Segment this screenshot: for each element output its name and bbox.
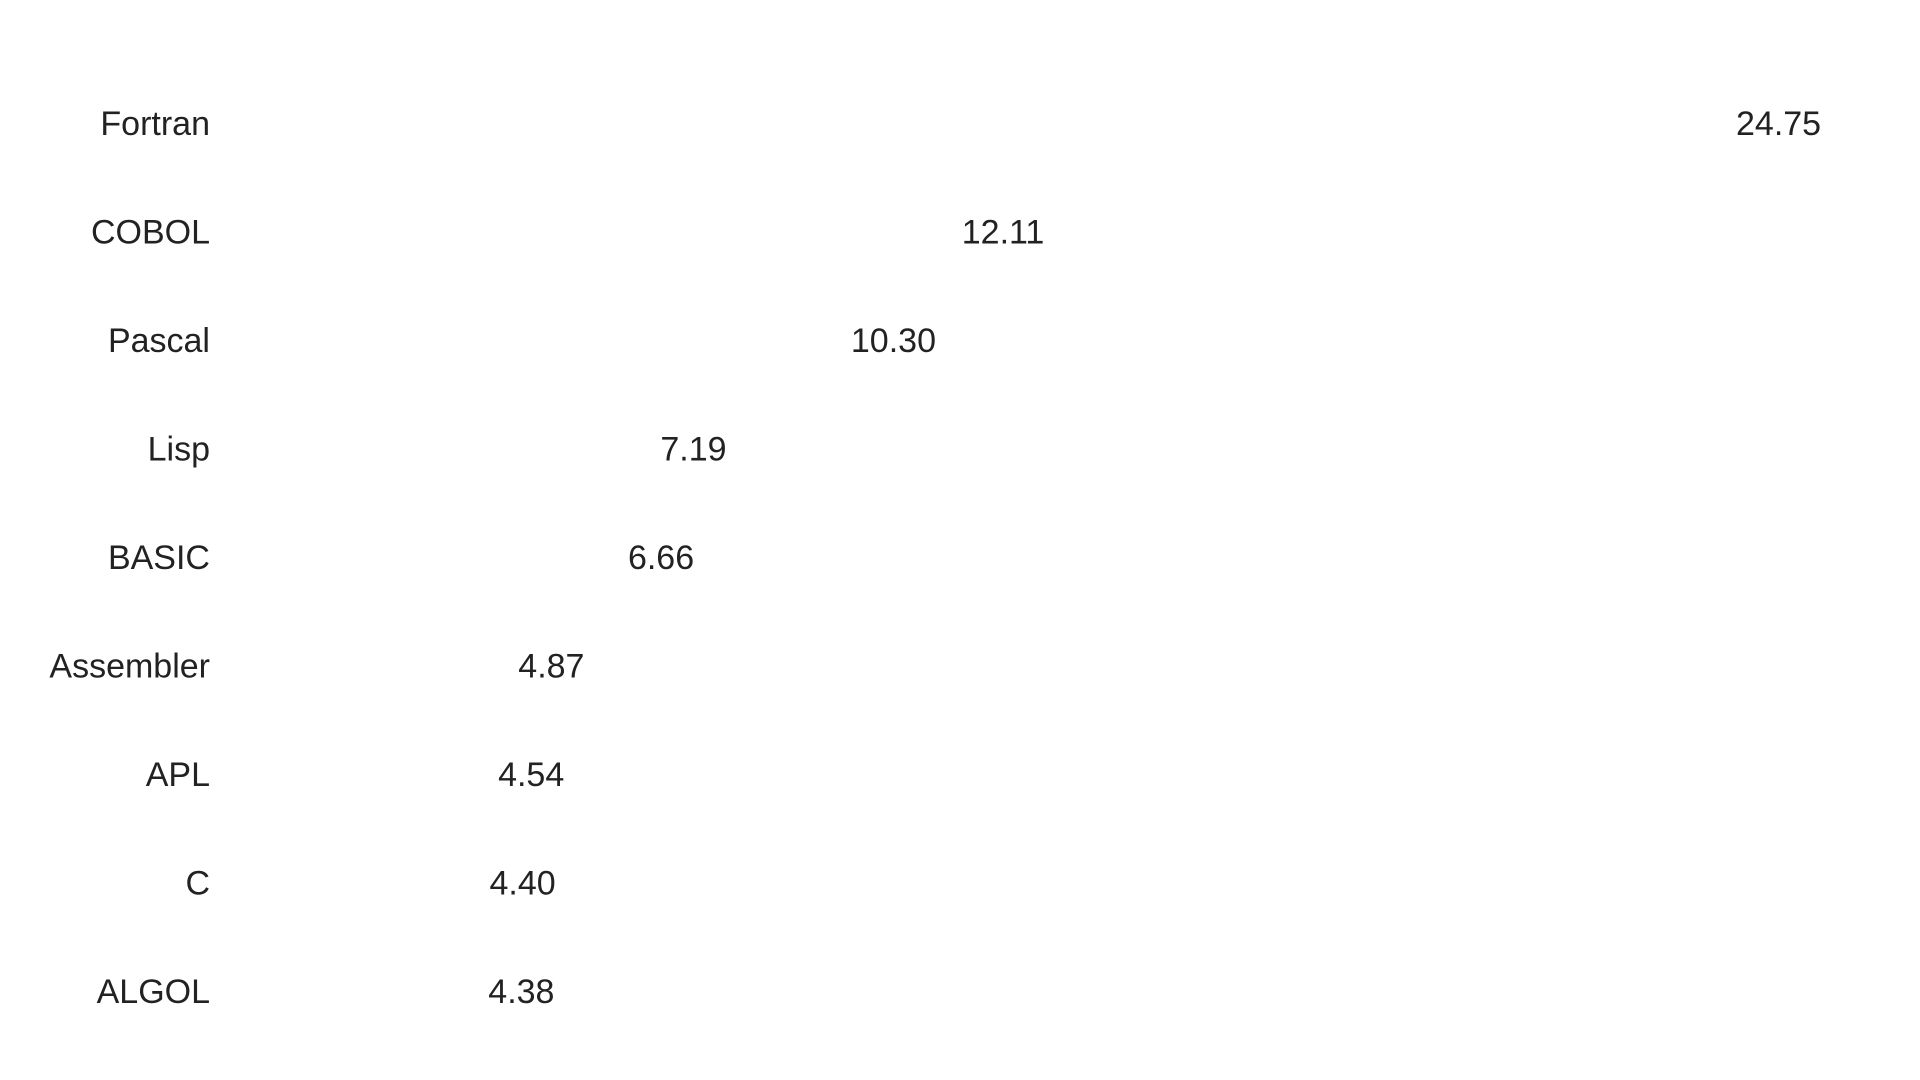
category-label: APL [146,756,210,794]
bar-c [212,850,482,921]
value-label: 7.19 [660,430,726,468]
category-label: BASIC [108,539,210,577]
value-label: 4.40 [490,864,556,902]
category-label: Lisp [148,430,210,468]
category-label: C [185,864,210,902]
bar-lisp [212,416,653,487]
category-label: ALGOL [97,973,210,1011]
value-label: 10.30 [851,322,936,360]
value-label: 4.87 [518,647,584,685]
bar-fortran [212,91,1728,161]
value-label: 12.11 [962,213,1045,251]
value-label: 4.54 [498,756,564,794]
bar-algol [212,959,481,1029]
bar-pascal [212,308,843,378]
category-label: COBOL [91,213,210,251]
bar-apl [212,742,491,812]
value-label: 6.66 [628,539,694,577]
category-label: Assembler [49,647,210,685]
labels-layer: Fortran 24.75 COBOL 12.11 Pascal 10.30 Lisp 7.1… [49,105,1821,1011]
bars-layer [212,91,1728,1029]
value-label: 24.75 [1736,105,1821,143]
bar-assembler [212,633,511,704]
bar-basic [212,525,620,595]
category-label: Fortran [100,105,210,143]
value-label: 4.38 [488,973,554,1011]
bar-cobol [212,199,954,270]
category-label: Pascal [108,322,210,360]
